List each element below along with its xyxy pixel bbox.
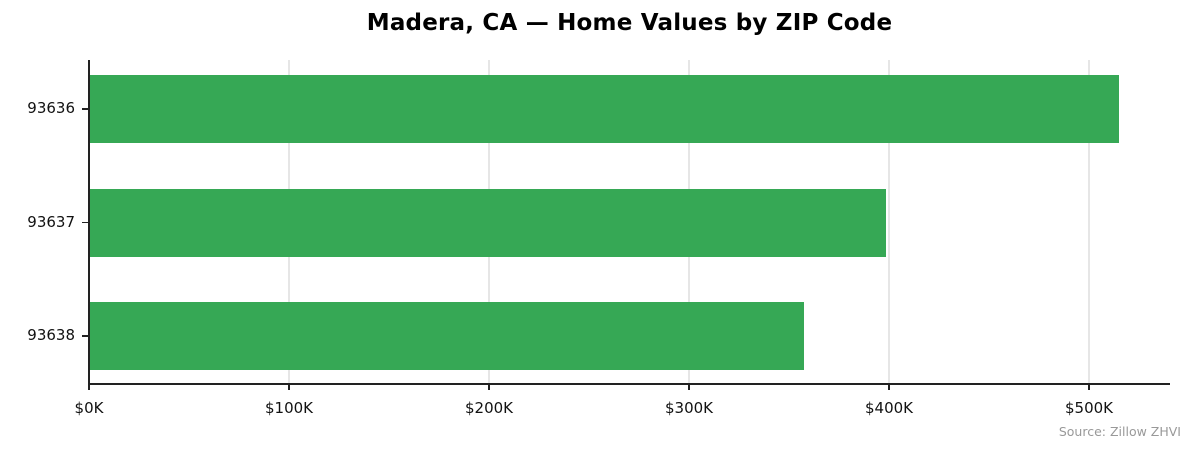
x-axis-line [88,383,1170,385]
x-tick-label: $400K [864,399,914,417]
x-tick-mark [488,384,490,390]
x-tick-mark [688,384,690,390]
x-tick-label: $300K [664,399,714,417]
gridline [1088,60,1090,383]
x-tick-mark [1088,384,1090,390]
x-tick-mark [288,384,290,390]
gridline [888,60,890,383]
x-tick-label: $100K [264,399,314,417]
y-tick-mark [82,335,88,337]
y-tick-mark [82,221,88,224]
source-note: Source: Zillow ZHVI [1058,424,1181,439]
bar-93637 [89,188,886,257]
bar-93638 [89,302,804,370]
x-tick-mark [88,384,90,390]
y-tick-mark [82,108,88,110]
x-tick-mark [888,384,890,390]
y-tick-label: 93638 [27,326,75,344]
chart-title: Madera, CA — Home Values by ZIP Code [366,10,893,36]
x-tick-label: $200K [464,399,514,417]
x-tick-label: $500K [1064,399,1114,417]
y-tick-label: 93637 [27,212,75,231]
y-tick-label: 93636 [27,99,75,117]
x-tick-label: $0K [74,399,104,417]
bar-93636 [89,75,1119,143]
y-axis-line [88,60,90,385]
